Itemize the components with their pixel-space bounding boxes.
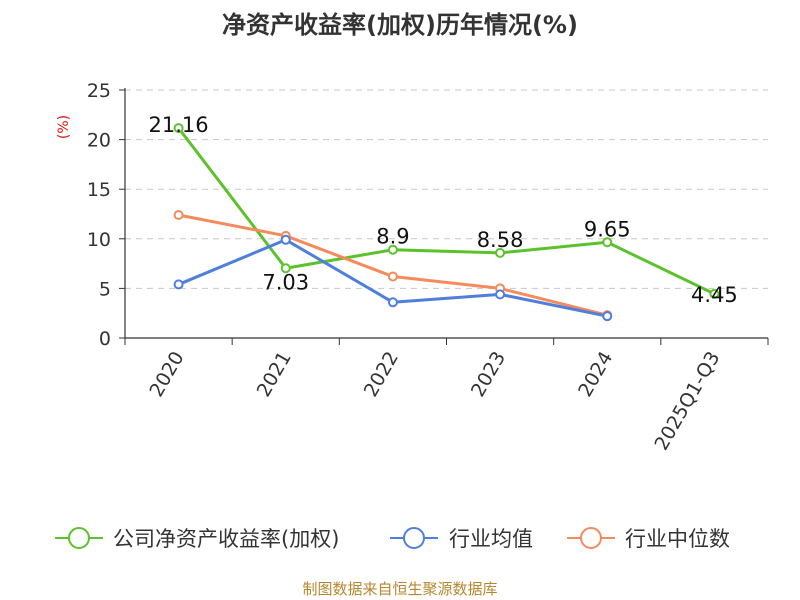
y-tick-label-20: 20 [87,130,111,152]
data-label-2025Q1-Q3: 4.45 [691,283,738,307]
y-tick-label-25: 25 [87,80,111,102]
series-1-point-2020 [173,279,184,290]
series-1-point-2023 [495,289,506,300]
series-0-point-2024 [602,237,613,248]
legend-marker-1 [403,527,425,549]
y-tick-label-0: 0 [99,328,111,350]
data-labels: 21.16 7.03 8.9 8.58 9.65 4.45 [149,113,738,307]
y-tick-label-10: 10 [87,229,111,251]
series-2-point-2020 [173,209,184,220]
chart-title: 净资产收益率(加权)历年情况(%) [222,11,578,39]
x-tick-label-2020: 2020 [145,348,188,401]
series-1-point-2021 [280,234,291,245]
legend-marker-0 [68,527,90,549]
series-1-point-2022 [387,297,398,308]
data-label-2023: 8.58 [477,228,524,252]
x-tick-label-2022: 2022 [360,348,403,401]
data-label-2020: 21.16 [149,113,209,137]
series-2-point-2022 [387,271,398,282]
series-1-point-2024 [602,311,613,322]
x-tick-label-2023: 2023 [467,348,510,401]
y-axis-label: (%) [56,115,72,139]
y-tick-label-15: 15 [87,179,111,201]
x-tick-label-2021: 2021 [253,348,296,401]
source-note: 制图数据来自恒生聚源数据库 [302,580,497,598]
legend-label-0: 公司净资产收益率(加权) [113,527,339,551]
series-0-point-2021 [280,263,291,274]
data-label-2024: 9.65 [584,217,631,241]
series-0-point-2023 [495,247,506,258]
series-0-point-2025Q1-Q3 [709,288,720,299]
legend-marker-2 [580,527,602,549]
x-tick-label-2024: 2024 [574,348,617,401]
data-label-2021: 7.03 [262,270,309,294]
x-tick-label-2025Q1-Q3: 2025Q1-Q3 [650,348,724,454]
series-points [173,123,720,322]
series-0-point-2022 [387,244,398,255]
grid-lines [125,89,768,289]
legend-label-1: 行业均值 [449,527,533,551]
legend-label-2: 行业中位数 [625,527,730,551]
series-line-0 [177,127,716,296]
data-label-2022: 8.9 [376,225,409,249]
y-tick-label-5: 5 [99,278,111,300]
legend: 公司净资产收益率(加权) 行业均值 行业中位数 [55,527,730,551]
series-0-point-2020 [173,123,184,134]
